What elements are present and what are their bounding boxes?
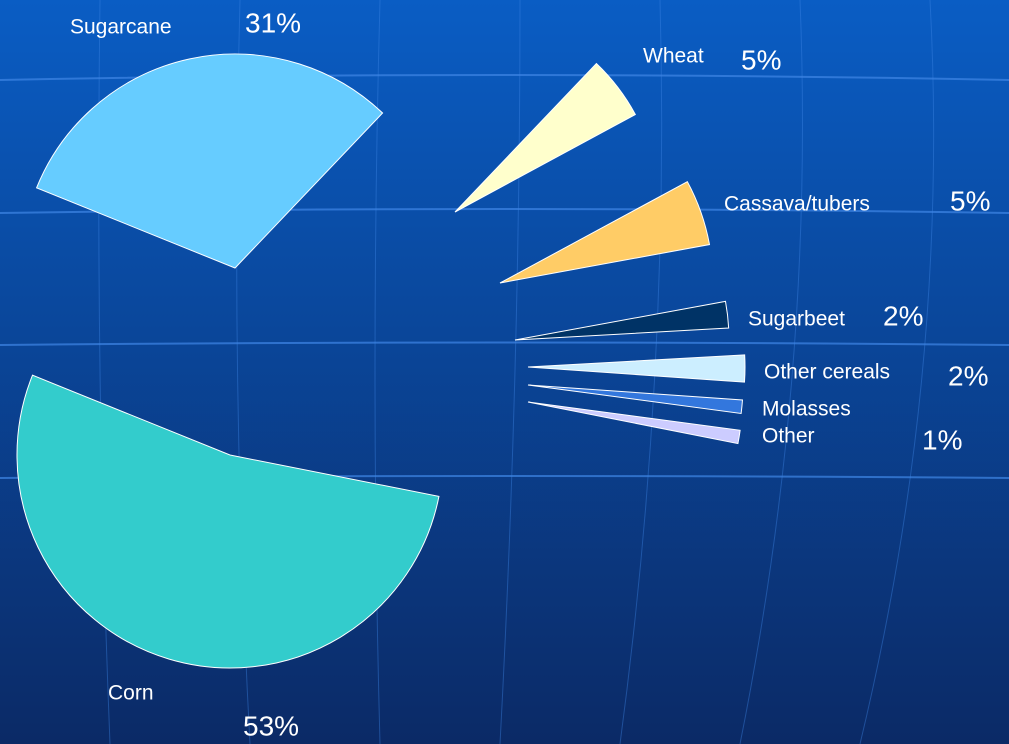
- value-label: 1%: [922, 424, 962, 455]
- pie-slice: [527, 354, 746, 383]
- category-label: Other: [762, 425, 815, 448]
- pie-slice: [514, 300, 730, 341]
- category-label: Other cereals: [764, 361, 890, 384]
- slices: [16, 53, 746, 669]
- pie-slice: [499, 181, 711, 284]
- pie-slice: [35, 53, 384, 269]
- pie-slice: [16, 374, 440, 669]
- category-label: Sugarcane: [70, 16, 172, 39]
- value-label: 5%: [950, 185, 990, 216]
- labels: Sugarcane 31% Wheat 5% Cassava/tubers 5% Sugar…: [70, 7, 990, 741]
- category-label: Molasses: [762, 398, 851, 421]
- category-label: Wheat: [643, 45, 704, 68]
- pie-slice: [527, 384, 744, 414]
- value-label: 2%: [883, 300, 923, 331]
- value-label: 2%: [948, 360, 988, 391]
- value-label: 53%: [243, 710, 299, 741]
- category-label: Corn: [108, 682, 154, 705]
- pie-slice: [527, 401, 741, 445]
- category-label: Cassava/tubers: [724, 193, 870, 216]
- value-label: 5%: [741, 44, 781, 75]
- value-label: 31%: [245, 7, 301, 38]
- pie-slice: [454, 62, 637, 213]
- background-meridians: [98, 0, 935, 744]
- category-label: Sugarbeet: [748, 308, 845, 331]
